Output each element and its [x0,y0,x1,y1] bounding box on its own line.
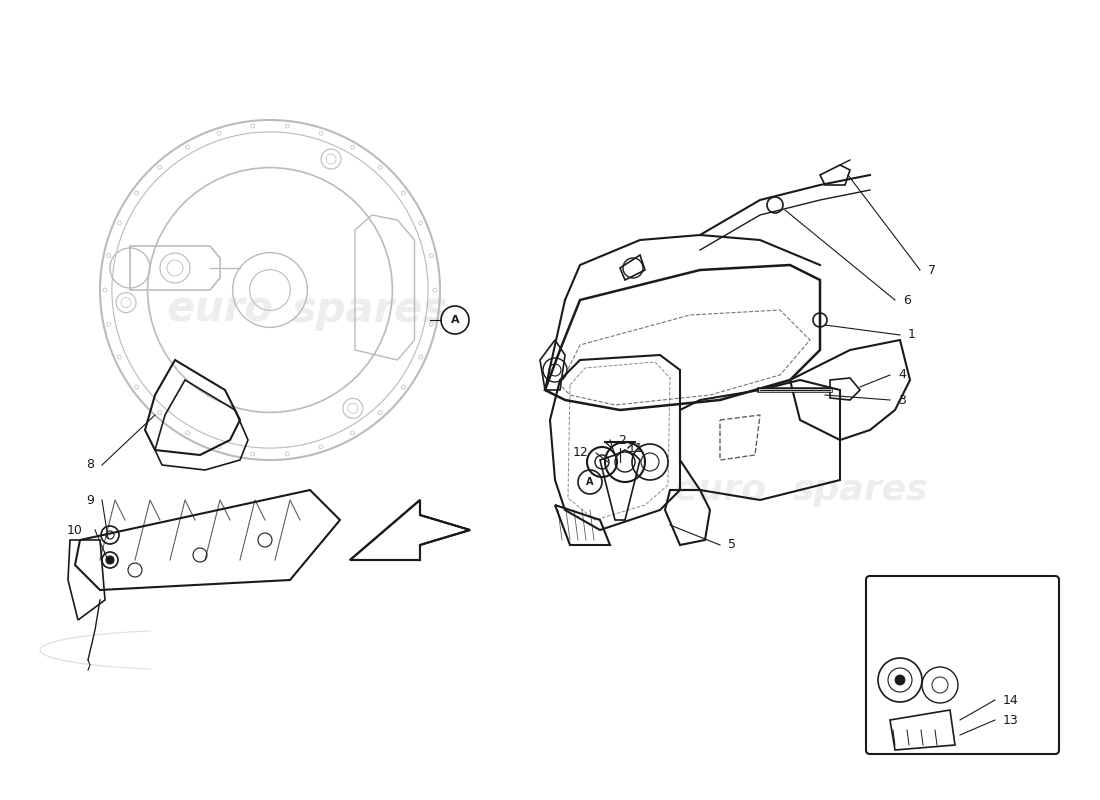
Text: 3: 3 [898,394,906,406]
Text: 12: 12 [572,446,588,459]
Text: 10: 10 [67,523,82,537]
Text: 1: 1 [908,329,916,342]
FancyBboxPatch shape [866,576,1059,754]
Text: 6: 6 [903,294,911,306]
Text: 7: 7 [928,263,936,277]
Polygon shape [350,500,470,560]
Text: A: A [451,315,460,325]
Text: 2: 2 [618,434,626,446]
Circle shape [895,675,905,685]
Text: 9: 9 [86,494,94,506]
Text: 5: 5 [728,538,736,551]
Text: 11: 11 [628,442,643,454]
Text: 4: 4 [898,369,906,382]
Text: 14: 14 [1003,694,1019,706]
Text: 13: 13 [1003,714,1019,726]
Circle shape [106,556,114,564]
Text: euro: euro [673,473,767,507]
Text: 8: 8 [86,458,94,471]
Text: spares: spares [292,289,448,331]
Text: A: A [586,477,594,487]
Text: spares: spares [792,473,927,507]
Text: euro: euro [166,289,274,331]
